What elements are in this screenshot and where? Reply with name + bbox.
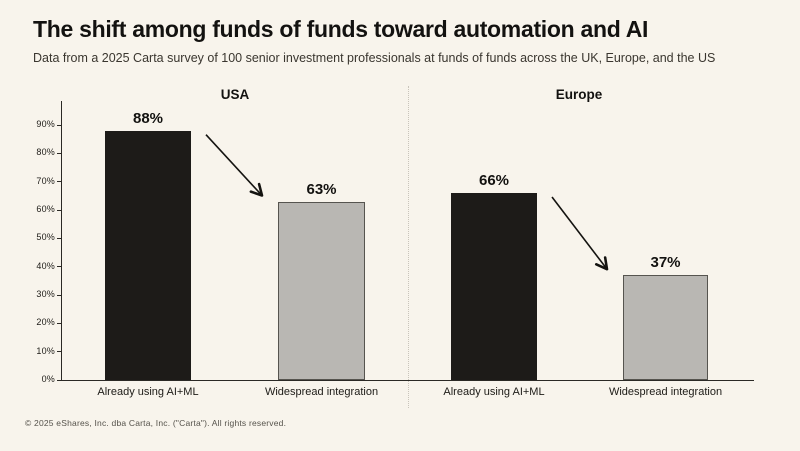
y-axis-tick-label: 60%: [36, 204, 55, 214]
y-axis-tick-label: 50%: [36, 232, 55, 243]
decline-arrow: [551, 196, 609, 271]
y-axis-tick: [57, 181, 61, 183]
y-axis-tick: [57, 237, 61, 239]
y-axis-tick: [57, 294, 61, 296]
y-axis-tick: [57, 152, 61, 154]
y-axis-line: [61, 101, 62, 381]
page-title: The shift among funds of funds toward au…: [33, 16, 649, 42]
bar-usa-1: [105, 130, 191, 380]
y-axis-tick-label: 40%: [36, 260, 55, 271]
bar-usa-2: [278, 201, 365, 380]
decline-arrow: [205, 134, 264, 197]
y-axis-tick-label: 70%: [36, 175, 55, 186]
group-title-europe: Europe: [555, 87, 603, 102]
page-subtitle: Data from a 2025 Carta survey of 100 sen…: [33, 51, 716, 65]
bar-europe-1: [451, 193, 537, 380]
bar-value-label: 63%: [306, 180, 337, 198]
y-axis-tick-label: 80%: [36, 147, 55, 158]
bar-category-label: Already using AI+ML: [97, 386, 199, 398]
bar-category-label: Already using AI+ML: [443, 386, 545, 398]
x-axis-line: [62, 379, 754, 381]
y-axis-tick: [57, 351, 61, 353]
y-axis-tick: [57, 379, 61, 381]
y-axis-tick-label: 10%: [36, 345, 55, 356]
y-axis-tick-label: 90%: [36, 119, 55, 129]
y-axis-tick: [57, 124, 61, 126]
y-axis-tick: [57, 322, 61, 324]
bar-europe-2: [623, 275, 708, 380]
bar-value-label: 37%: [650, 254, 681, 272]
copyright-text: © 2025 eShares, Inc. dba Carta, Inc. ("C…: [25, 418, 287, 428]
bar-value-label: 88%: [132, 109, 164, 127]
y-axis-tick-label: 20%: [36, 317, 55, 328]
section-divider-line: [408, 86, 409, 408]
bar-value-label: 66%: [478, 172, 510, 189]
bar-category-label: Widespread integration: [608, 386, 723, 398]
y-axis-tick: [57, 209, 61, 211]
group-title-usa: USA: [220, 87, 250, 102]
y-axis-tick: [57, 266, 61, 268]
bar-category-label: Widespread integration: [264, 386, 379, 398]
y-axis-tick-label: 30%: [36, 289, 55, 299]
y-axis-tick-label: 0%: [41, 374, 55, 384]
